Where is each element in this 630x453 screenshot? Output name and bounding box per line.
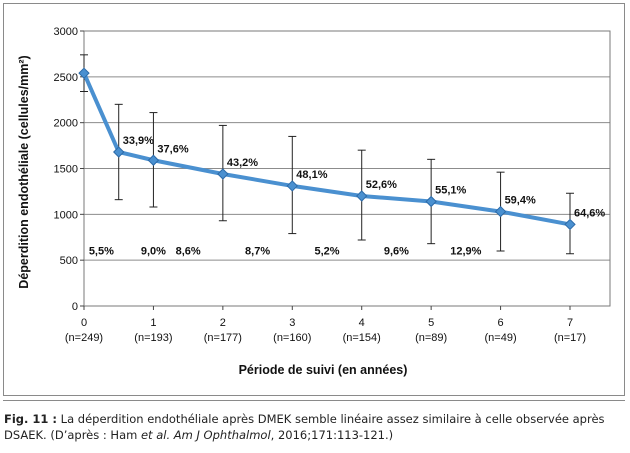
caption-et-al: et al. xyxy=(140,428,171,442)
data-point xyxy=(78,67,90,79)
x-tick-count-label: (n=17) xyxy=(554,332,586,344)
x-tick-count-label: (n=249) xyxy=(65,332,103,344)
figure-caption: Fig. 11 : La déperdition endothéliale ap… xyxy=(4,411,624,443)
y-tick-labels: 0 500 1000 1500 2000 2500 3000 xyxy=(54,26,78,313)
interval-label: 5,2% xyxy=(314,246,339,258)
x-tick-label: 1 xyxy=(150,317,156,329)
data-point xyxy=(217,168,229,180)
y-tick-label: 500 xyxy=(60,255,78,267)
data-label: 64,6% xyxy=(574,207,605,219)
x-tick-label: 5 xyxy=(428,317,434,329)
x-tick-label: 4 xyxy=(359,317,365,329)
data-label: 33,9% xyxy=(123,135,154,147)
x-tick-count-label: (n=160) xyxy=(273,332,311,344)
y-axis-label: Déperdition endothéliale (cellules/mm²) xyxy=(17,55,31,288)
x-tick-label: 2 xyxy=(220,317,226,329)
data-label: 52,6% xyxy=(366,179,397,191)
x-tick-count-label: (n=154) xyxy=(343,332,381,344)
interval-label: 5,5% xyxy=(89,246,114,258)
data-point xyxy=(147,154,160,166)
caption-text-1: La déperdition endothéliale après DMEK s… xyxy=(4,412,605,442)
data-point xyxy=(113,146,125,158)
x-tick-label: 3 xyxy=(289,317,295,329)
interval-labels: 5,5% 9,0% 8,6% 8,7% 5,2% 9,6% 12,9% xyxy=(89,246,482,258)
data-point xyxy=(356,190,368,202)
axes xyxy=(80,30,611,310)
x-tick-label: 7 xyxy=(567,317,573,329)
x-tick-label: 6 xyxy=(498,317,504,329)
caption-divider xyxy=(3,400,625,401)
x-tick-count-label: (n=177) xyxy=(204,332,242,344)
data-point xyxy=(286,180,298,192)
y-tick-label: 2500 xyxy=(54,72,78,84)
data-label: 59,4% xyxy=(505,195,536,207)
data-label: 48,1% xyxy=(296,169,327,181)
data-label: 55,1% xyxy=(435,185,466,197)
interval-label: 9,6% xyxy=(384,246,409,258)
y-tick-label: 0 xyxy=(72,301,78,313)
x-tick-label: 0 xyxy=(81,317,87,329)
caption-text-2: , 2016;171:113-121.) xyxy=(270,428,394,442)
data-point xyxy=(564,218,576,231)
error-bars xyxy=(80,54,574,255)
data-markers xyxy=(78,67,576,231)
x-axis-label: Période de suivi (en années) xyxy=(239,363,408,377)
y-tick-label: 1000 xyxy=(54,209,78,221)
x-tick-count-label: (n=89) xyxy=(415,332,447,344)
y-tick-label: 1500 xyxy=(54,164,78,176)
interval-label: 9,0% xyxy=(141,246,166,258)
x-tick-labels: 0 (n=249) 1 (n=193) 2 (n=177) 3 (n=160) 4 (n=154)… xyxy=(65,317,586,344)
interval-label: 12,9% xyxy=(450,246,481,258)
data-label: 43,2% xyxy=(227,157,258,169)
data-label: 37,6% xyxy=(157,143,188,155)
interval-label: 8,7% xyxy=(245,246,270,258)
chart-frame xyxy=(3,3,625,396)
line-chart: 0 500 1000 1500 2000 2500 3000 0 (n=249) 1 (n=193… xyxy=(17,26,611,377)
interval-label: 8,6% xyxy=(176,246,201,258)
caption-fig-label: Fig. 11 : xyxy=(4,412,58,426)
data-point xyxy=(494,205,507,218)
y-tick-label: 3000 xyxy=(54,26,78,38)
data-point xyxy=(425,195,437,208)
x-tick-count-label: (n=193) xyxy=(134,332,172,344)
y-tick-label: 2000 xyxy=(54,118,78,130)
caption-journal: Am J Ophthalmol xyxy=(173,428,271,442)
grid-lines xyxy=(84,76,610,261)
data-labels: 33,9%37,6% 43,2% 48,1% 52,6% 55,1% 59,4% 64,6% xyxy=(123,135,606,219)
x-tick-count-label: (n=49) xyxy=(485,332,517,344)
